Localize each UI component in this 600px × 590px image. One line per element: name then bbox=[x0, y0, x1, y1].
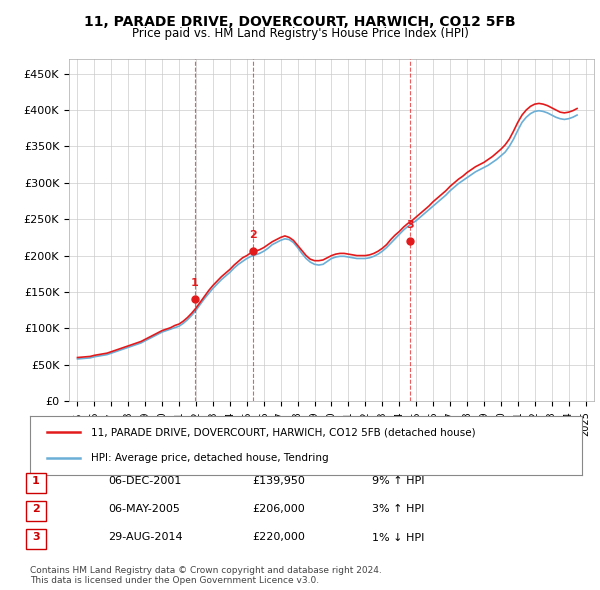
Text: 3: 3 bbox=[407, 220, 414, 230]
Text: 3: 3 bbox=[32, 533, 40, 542]
Text: HPI: Average price, detached house, Tendring: HPI: Average price, detached house, Tend… bbox=[91, 454, 328, 463]
Text: 29-AUG-2014: 29-AUG-2014 bbox=[108, 533, 182, 542]
Text: 2: 2 bbox=[32, 504, 40, 514]
Text: 06-MAY-2005: 06-MAY-2005 bbox=[108, 504, 180, 514]
Text: 06-DEC-2001: 06-DEC-2001 bbox=[108, 476, 181, 486]
Text: Price paid vs. HM Land Registry's House Price Index (HPI): Price paid vs. HM Land Registry's House … bbox=[131, 27, 469, 40]
Text: 1: 1 bbox=[191, 278, 199, 289]
Text: This data is licensed under the Open Government Licence v3.0.: This data is licensed under the Open Gov… bbox=[30, 576, 319, 585]
Text: 1: 1 bbox=[32, 476, 40, 486]
Text: £139,950: £139,950 bbox=[252, 476, 305, 486]
Text: 3% ↑ HPI: 3% ↑ HPI bbox=[372, 504, 424, 514]
Text: £220,000: £220,000 bbox=[252, 533, 305, 542]
Text: 1% ↓ HPI: 1% ↓ HPI bbox=[372, 533, 424, 542]
Text: 9% ↑ HPI: 9% ↑ HPI bbox=[372, 476, 425, 486]
Text: Contains HM Land Registry data © Crown copyright and database right 2024.: Contains HM Land Registry data © Crown c… bbox=[30, 566, 382, 575]
Text: £206,000: £206,000 bbox=[252, 504, 305, 514]
Text: 11, PARADE DRIVE, DOVERCOURT, HARWICH, CO12 5FB (detached house): 11, PARADE DRIVE, DOVERCOURT, HARWICH, C… bbox=[91, 428, 475, 437]
Text: 11, PARADE DRIVE, DOVERCOURT, HARWICH, CO12 5FB: 11, PARADE DRIVE, DOVERCOURT, HARWICH, C… bbox=[84, 15, 516, 29]
Text: 2: 2 bbox=[249, 230, 257, 240]
